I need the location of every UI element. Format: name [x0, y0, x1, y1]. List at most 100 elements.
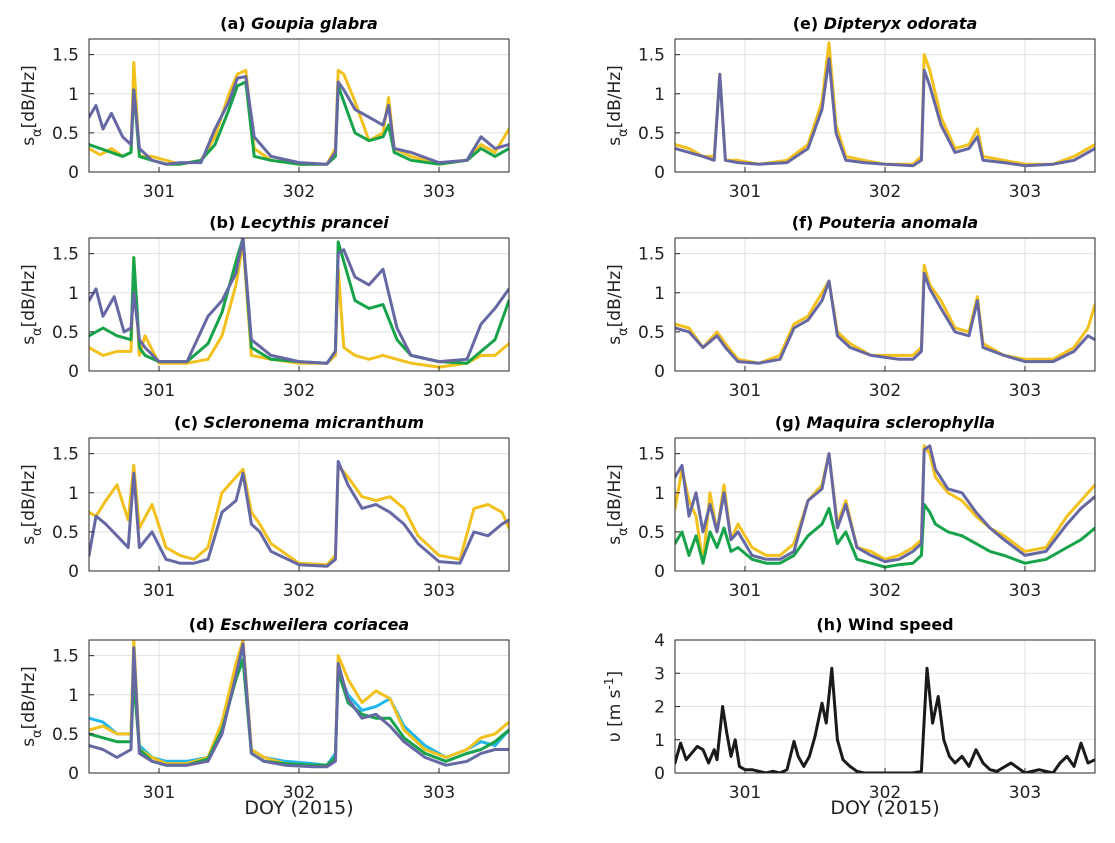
x-tick-label: 302	[869, 381, 901, 401]
y-tick-label: 0	[68, 562, 79, 582]
y-label-sub: α	[616, 327, 631, 336]
panel-title-prefix: (g)	[775, 413, 807, 432]
series-group	[675, 444, 1095, 569]
x-axis-label-left: DOY (2015)	[244, 797, 353, 819]
panel-title: (g) Maquira sclerophylla	[775, 413, 995, 432]
y-axis-label: sα[dB/Hz]	[19, 666, 45, 747]
y-label-unit: [dB/Hz]	[19, 264, 39, 327]
y-axis-label: υ [m s-1]	[602, 671, 625, 742]
y-tick-label: 4	[654, 631, 665, 651]
series-line-purple	[89, 460, 509, 568]
y-label-unit: [dB/Hz]	[19, 666, 39, 729]
y-label-sub: α	[616, 527, 631, 536]
series-group	[89, 238, 509, 369]
y-tick-label: 1.5	[638, 245, 665, 265]
y-label-sup: -1	[602, 677, 616, 689]
panel-title-name: Eschweilera coriacea	[220, 615, 409, 634]
x-tick-label: 303	[1009, 381, 1041, 401]
y-tick-label: 1	[654, 731, 665, 751]
y-tick-label: 0	[68, 362, 79, 382]
y-tick-label: 1.5	[638, 445, 665, 465]
panel-title-name: Scleronema micranthum	[204, 413, 424, 432]
y-tick-label: 0.5	[638, 124, 665, 144]
panel-title-name: Lecythis prancei	[241, 213, 389, 232]
panel-title: (e) Dipteryx odorata	[793, 14, 978, 33]
panel-d: 301 302 303 0 0.5 1 1.5 (d) Eschweilera coriace…	[19, 615, 510, 803]
panel-title: (h) Wind speed	[816, 615, 953, 634]
panel-b: 301 302 303 0 0.5 1 1.5 (b) Lecythis prancei sα[…	[19, 213, 510, 401]
y-label-end: ]	[605, 671, 625, 678]
panel-title-prefix: (d)	[189, 615, 221, 634]
y-label-main: s	[19, 137, 39, 146]
y-tick-label: 1	[68, 284, 79, 304]
y-tick-label: 1	[68, 484, 79, 504]
y-axis-label: sα[dB/Hz]	[605, 264, 631, 345]
panel-title: (d) Eschweilera coriacea	[189, 615, 409, 634]
x-tick-label: 301	[143, 381, 175, 401]
series-line-purple	[675, 57, 1095, 168]
y-tick-label: 1.5	[52, 245, 79, 265]
series-line-purple	[89, 642, 509, 769]
y-label-main: s	[605, 137, 625, 146]
y-label-sub: α	[616, 128, 631, 137]
x-tick-label: 303	[423, 182, 455, 202]
x-tick-label: 303	[423, 783, 455, 803]
y-label-unit: [dB/Hz]	[605, 264, 625, 327]
panel-title-prefix: (a)	[220, 14, 251, 33]
series-group	[675, 263, 1095, 365]
y-tick-label: 1	[68, 686, 79, 706]
panel-title-name: Maquira sclerophylla	[807, 413, 996, 432]
y-label-unit: [dB/Hz]	[19, 65, 39, 128]
y-tick-label: 0	[68, 764, 79, 784]
x-tick-label: 302	[283, 783, 315, 803]
series-group	[89, 640, 509, 769]
y-tick-label: 0.5	[638, 323, 665, 343]
y-label-main: υ [m s	[605, 689, 625, 742]
series-group	[675, 41, 1095, 168]
y-tick-label: 0	[654, 362, 665, 382]
y-tick-label: 1.5	[52, 647, 79, 667]
panel-title: (a) Goupia glabra	[220, 14, 378, 33]
y-label-unit: [dB/Hz]	[605, 464, 625, 527]
panel-title-name: Dipteryx odorata	[824, 14, 978, 33]
y-axis-label: sα[dB/Hz]	[19, 65, 45, 146]
y-label-sub: α	[30, 527, 45, 536]
x-tick-label: 302	[869, 783, 901, 803]
panel-c: 301 302 303 0 0.5 1 1.5 (c) Scleronema micranth…	[19, 413, 510, 601]
x-tick-label: 301	[729, 783, 761, 803]
y-tick-label: 0.5	[638, 523, 665, 543]
panel-title-prefix: (e)	[793, 14, 824, 33]
y-axis-label: sα[dB/Hz]	[19, 264, 45, 345]
y-tick-label: 0.5	[52, 124, 79, 144]
x-tick-label: 302	[283, 182, 315, 202]
series-line-black	[675, 666, 1095, 773]
x-tick-label: 301	[729, 581, 761, 601]
panel-title-prefix: (f)	[792, 213, 819, 232]
y-tick-label: 3	[654, 664, 665, 684]
x-tick-label: 302	[869, 182, 901, 202]
y-tick-label: 1.5	[638, 46, 665, 66]
y-tick-label: 2	[654, 698, 665, 718]
series-line-purple	[89, 238, 509, 365]
y-label-sub: α	[30, 327, 45, 336]
series-group	[89, 61, 509, 166]
x-tick-label: 303	[1009, 182, 1041, 202]
y-label-sub: α	[30, 729, 45, 738]
panel-title-prefix: (b)	[209, 213, 241, 232]
x-tick-label: 303	[1009, 581, 1041, 601]
x-tick-label: 303	[1009, 783, 1041, 803]
series-line-purple	[675, 444, 1095, 564]
x-tick-label: 301	[729, 381, 761, 401]
y-tick-label: 1.5	[52, 46, 79, 66]
y-tick-label: 0	[654, 163, 665, 183]
x-tick-label: 302	[283, 581, 315, 601]
y-label-main: s	[19, 336, 39, 345]
y-label-main: s	[19, 536, 39, 545]
y-tick-label: 1	[654, 484, 665, 504]
series-group	[89, 460, 509, 568]
series-line-green	[675, 503, 1095, 569]
y-tick-label: 1	[654, 284, 665, 304]
y-label-main: s	[605, 336, 625, 345]
